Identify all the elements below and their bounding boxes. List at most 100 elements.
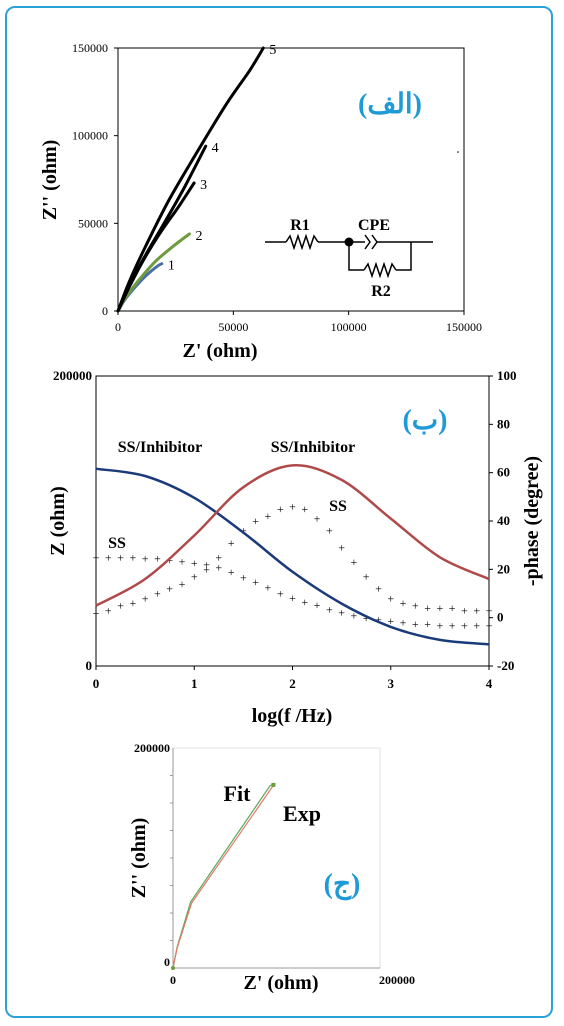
curve-label-3: 3	[200, 178, 207, 193]
right-y-tick-label: 20	[497, 561, 510, 576]
marker-ss-right: +	[436, 601, 443, 615]
annotation-exp: Exp	[283, 801, 321, 826]
marker-ss-right: +	[486, 603, 493, 617]
curve-exp	[172, 785, 274, 969]
marker-ss-left: +	[154, 552, 161, 566]
marker-ss-left: +	[424, 617, 431, 631]
left-y-tick-label: 0	[86, 658, 93, 673]
marker-ss-left: +	[240, 571, 247, 585]
marker-ss-left: +	[436, 618, 443, 632]
x-tick-label: 50000	[218, 320, 248, 334]
marker-ss-right: +	[461, 603, 468, 617]
marker-ss-left: +	[93, 550, 100, 564]
marker-ss-left: +	[215, 560, 222, 574]
marker-ss-right: +	[400, 596, 407, 610]
marker-ss-left: +	[252, 575, 259, 589]
marker-ss-left: +	[289, 591, 296, 605]
panel-a-label: (الف)	[358, 89, 422, 120]
annotation-ss-phase: SS	[329, 498, 347, 515]
marker-ss-left: +	[449, 618, 456, 632]
marker-ss-left: +	[363, 611, 370, 625]
annotation-ss-inhibitor-z: SS/Inhibitor	[118, 439, 202, 456]
marker-ss-left: +	[387, 614, 394, 628]
marker-ss-left: +	[461, 618, 468, 632]
curve-1	[116, 262, 164, 313]
annotation-ss-inhibitor-phase: SS/Inhibitor	[271, 439, 355, 456]
marker-ss-right: +	[314, 512, 321, 526]
marker-ss-left: +	[129, 550, 136, 564]
marker-ss-right: +	[215, 550, 222, 564]
r2-resistor-symbol	[363, 261, 397, 279]
marker-ss-left: +	[326, 602, 333, 616]
marker-ss-left: +	[338, 605, 345, 619]
r1-resistor-symbol	[285, 233, 319, 251]
marker-ss-right: +	[326, 524, 333, 538]
x-tick-label: 0	[93, 676, 100, 691]
panel-a-x-axis-label: Z' (ohm)	[183, 340, 258, 362]
x-tick-label: 0	[115, 320, 121, 334]
marker-ss-left: +	[142, 552, 149, 566]
right-y-tick-label: 40	[497, 513, 510, 528]
marker-ss-left: +	[166, 553, 173, 567]
marker-ss-right: +	[179, 577, 186, 591]
marker-ss-right: +	[449, 601, 456, 615]
marker-ss-left: +	[277, 587, 284, 601]
r1-label: R1	[290, 217, 310, 234]
endpoint-marker	[271, 782, 276, 787]
curve-5	[116, 46, 265, 313]
marker-ss-right: +	[191, 570, 198, 584]
marker-ss-left: +	[351, 608, 358, 622]
panel-b-x-axis-label: log(f /Hz)	[252, 705, 333, 727]
marker-ss-right: +	[240, 524, 247, 538]
marker-ss-left: +	[473, 618, 480, 632]
panel-b-label: (ب)	[402, 405, 447, 436]
curve-label-4: 4	[212, 141, 219, 156]
marker-ss-right: +	[387, 591, 394, 605]
annotation-fit: Fit	[224, 781, 252, 806]
y-tick-label: 0	[164, 955, 170, 969]
marker-ss-right: +	[412, 599, 419, 613]
circuit-wire	[348, 246, 364, 271]
curve-ss-inhibitor-left	[95, 467, 490, 646]
panel-c-plot-area	[172, 747, 381, 969]
marker-ss-right: +	[203, 562, 210, 576]
x-tick-label: 3	[388, 676, 395, 691]
curve-label-1: 1	[168, 259, 175, 274]
marker-ss-right: +	[105, 603, 112, 617]
x-tick-label: 4	[486, 676, 493, 691]
panel-b-right-y-axis-label: -phase (degree)	[521, 456, 543, 586]
marker-ss-right: +	[252, 514, 259, 528]
marker-ss-right: +	[301, 502, 308, 516]
right-y-tick-label: 0	[497, 610, 504, 625]
panel-a-plot-area	[117, 47, 465, 312]
marker-ss-right: +	[142, 591, 149, 605]
panel-b-left-y-axis-label: Z (ohm)	[47, 486, 69, 555]
panel-c: 0 200000 0 200000 Z' (ohm) Z'' (ohm) Fit Ex…	[128, 741, 415, 994]
marker-ss-right: +	[363, 570, 370, 584]
marker-ss-left: +	[228, 565, 235, 579]
y-tick-label: 50000	[78, 216, 108, 230]
right-y-tick-label: -20	[497, 658, 514, 673]
marker-ss-right: +	[424, 601, 431, 615]
y-tick-label: 0	[102, 304, 108, 318]
marker-ss-right: +	[277, 502, 284, 516]
marker-ss-right: +	[154, 587, 161, 601]
x-tick-label: 150000	[446, 320, 482, 334]
x-tick-label: 0	[170, 973, 176, 987]
annotation-ss-z: SS	[108, 535, 126, 552]
panel-a: 0 50000 100000 150000 0 50000 100000 150000 1 2 3…	[39, 41, 482, 362]
marker-ss-left: +	[105, 550, 112, 564]
marker-ss-left: +	[265, 581, 272, 595]
curve-ss-inhibitor-right	[95, 464, 490, 607]
marker-ss-right: +	[338, 541, 345, 555]
marker-ss-right: +	[166, 582, 173, 596]
panel-c-x-axis-label: Z' (ohm)	[244, 972, 319, 994]
stray-dot	[457, 151, 459, 153]
y-tick-label: 200000	[134, 741, 170, 755]
marker-ss-left: +	[191, 556, 198, 570]
x-tick-label: 2	[289, 676, 296, 691]
cpe-symbol	[371, 234, 378, 250]
cpe-symbol	[364, 234, 371, 250]
x-tick-label: 1	[191, 676, 198, 691]
